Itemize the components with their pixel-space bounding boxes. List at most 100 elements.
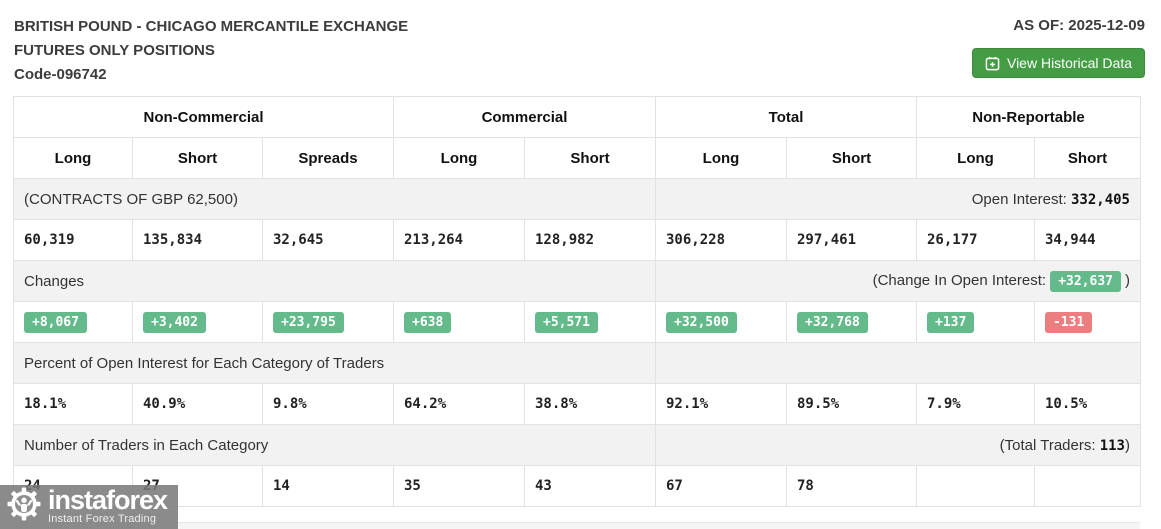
- total-traders-cell: (Total Traders: 113): [655, 424, 1141, 466]
- value-c-long: 213,264: [393, 219, 525, 261]
- traders-t-short: 78: [786, 465, 917, 507]
- group-commercial: Commercial: [393, 96, 656, 138]
- instrument-code: Code-096742: [14, 66, 107, 83]
- instaforex-wordmark: instaforex Instant Forex Trading: [48, 485, 168, 525]
- instaforex-brand: instaforex: [48, 485, 168, 515]
- group-non-commercial: Non-Commercial: [13, 96, 394, 138]
- percent-label: Percent of Open Interest for Each Catego…: [13, 342, 656, 384]
- percent-t-long: 92.1%: [655, 383, 787, 425]
- percent-nc-short: 40.9%: [132, 383, 263, 425]
- report-titles: BRITISH POUND - CHICAGO MERCANTILE EXCHA…: [14, 15, 408, 87]
- percent-c-long: 64.2%: [393, 383, 525, 425]
- change-t-long: +32,500: [655, 301, 787, 343]
- traders-c-long: 35: [393, 465, 525, 507]
- instaforex-tagline: Instant Forex Trading: [48, 513, 157, 525]
- col-t-long: Long: [655, 137, 787, 179]
- traders-label: Number of Traders in Each Category: [13, 424, 656, 466]
- col-nc-spreads: Spreads: [262, 137, 394, 179]
- traders-t-long: 67: [655, 465, 787, 507]
- col-c-short: Short: [524, 137, 656, 179]
- total-traders-label: (Total Traders:: [999, 436, 1100, 454]
- contracts-label: (CONTRACTS OF GBP 62,500): [13, 178, 656, 220]
- value-nc-short: 135,834: [132, 219, 263, 261]
- value-t-short: 297,461: [786, 219, 917, 261]
- col-nc-short: Short: [132, 137, 263, 179]
- percent-band-empty: [655, 342, 1141, 384]
- percent-c-short: 38.8%: [524, 383, 656, 425]
- value-nc-spreads: 32,645: [262, 219, 394, 261]
- changes-band-row: Changes (Change In Open Interest: +32,63…: [13, 260, 1141, 302]
- change-badge: +3,402: [143, 311, 206, 333]
- change-oi-suffix: ): [1125, 271, 1130, 289]
- traders-c-short: 43: [524, 465, 656, 507]
- change-badge: +32,768: [797, 311, 868, 333]
- group-non-reportable: Non-Reportable: [916, 96, 1141, 138]
- open-interest-value: 332,405: [1070, 191, 1130, 208]
- instaforex-watermark: instaforex Instant Forex Trading: [0, 485, 178, 529]
- value-t-long: 306,228: [655, 219, 787, 261]
- percent-nc-spreads: 9.8%: [262, 383, 394, 425]
- change-nc-short: +3,402: [132, 301, 263, 343]
- value-nr-short: 34,944: [1034, 219, 1141, 261]
- col-c-long: Long: [393, 137, 525, 179]
- change-oi-label: (Change In Open Interest:: [872, 271, 1051, 289]
- col-nr-long: Long: [916, 137, 1035, 179]
- change-badge-negative: -131: [1045, 311, 1093, 333]
- cutoff-next-band: [13, 522, 1140, 529]
- changes-label: Changes: [13, 260, 656, 302]
- change-open-interest-cell: (Change In Open Interest: +32,637): [655, 260, 1141, 302]
- change-c-long: +638: [393, 301, 525, 343]
- open-interest-cell: Open Interest: 332,405: [655, 178, 1141, 220]
- change-oi-badge: +32,637: [1050, 270, 1121, 292]
- changes-row: +8,067 +3,402 +23,795 +638 +5,571 +32,50…: [13, 301, 1141, 343]
- change-badge: +137: [927, 311, 975, 333]
- change-t-short: +32,768: [786, 301, 917, 343]
- change-nc-spreads: +23,795: [262, 301, 394, 343]
- change-badge: +5,571: [535, 311, 598, 333]
- percent-nr-short: 10.5%: [1034, 383, 1141, 425]
- traders-row: 24 27 14 35 43 67 78: [13, 465, 1141, 507]
- instrument-title: BRITISH POUND - CHICAGO MERCANTILE EXCHA…: [14, 18, 409, 35]
- percent-row: 18.1% 40.9% 9.8% 64.2% 38.8% 92.1% 89.5%…: [13, 383, 1141, 425]
- cot-positions-table: Non-Commercial Commercial Total Non-Repo…: [13, 96, 1141, 507]
- positions-row: 60,319 135,834 32,645 213,264 128,982 30…: [13, 219, 1141, 261]
- total-traders-value: 113: [1099, 437, 1125, 454]
- group-total: Total: [655, 96, 917, 138]
- report-type-title: FUTURES ONLY POSITIONS: [14, 42, 215, 59]
- change-badge: +23,795: [273, 311, 344, 333]
- traders-nr-short: [1034, 465, 1141, 507]
- calendar-plus-icon: [985, 56, 1000, 71]
- change-badge: +638: [404, 311, 452, 333]
- change-badge: +32,500: [666, 311, 737, 333]
- percent-nr-long: 7.9%: [916, 383, 1035, 425]
- sub-header-row: Long Short Spreads Long Short Long Short…: [13, 137, 1141, 179]
- open-interest-label: Open Interest:: [971, 190, 1071, 208]
- view-historical-data-button[interactable]: View Historical Data: [971, 48, 1145, 78]
- change-nr-short: -131: [1034, 301, 1141, 343]
- traders-band-row: Number of Traders in Each Category (Tota…: [13, 424, 1141, 466]
- view-historical-data-label: View Historical Data: [1006, 55, 1132, 71]
- traders-nr-long: [916, 465, 1035, 507]
- total-traders-suffix: ): [1125, 436, 1130, 454]
- contracts-band-row: (CONTRACTS OF GBP 62,500) Open Interest:…: [13, 178, 1141, 220]
- col-t-short: Short: [786, 137, 917, 179]
- as-of-date: AS OF: 2025-12-09: [1013, 17, 1145, 34]
- group-header-row: Non-Commercial Commercial Total Non-Repo…: [13, 96, 1141, 138]
- traders-nc-spreads: 14: [262, 465, 394, 507]
- value-nc-long: 60,319: [13, 219, 133, 261]
- percent-nc-long: 18.1%: [13, 383, 133, 425]
- change-nr-long: +137: [916, 301, 1035, 343]
- change-nc-long: +8,067: [13, 301, 133, 343]
- value-nr-long: 26,177: [916, 219, 1035, 261]
- percent-band-row: Percent of Open Interest for Each Catego…: [13, 342, 1141, 384]
- percent-t-short: 89.5%: [786, 383, 917, 425]
- report-header: BRITISH POUND - CHICAGO MERCANTILE EXCHA…: [0, 0, 1161, 96]
- col-nc-long: Long: [13, 137, 133, 179]
- change-badge: +8,067: [24, 311, 87, 333]
- instaforex-gear-person-icon: [6, 486, 42, 527]
- header-right: AS OF: 2025-12-09 View Historical Data: [971, 15, 1145, 78]
- col-nr-short: Short: [1034, 137, 1141, 179]
- change-c-short: +5,571: [524, 301, 656, 343]
- value-c-short: 128,982: [524, 219, 656, 261]
